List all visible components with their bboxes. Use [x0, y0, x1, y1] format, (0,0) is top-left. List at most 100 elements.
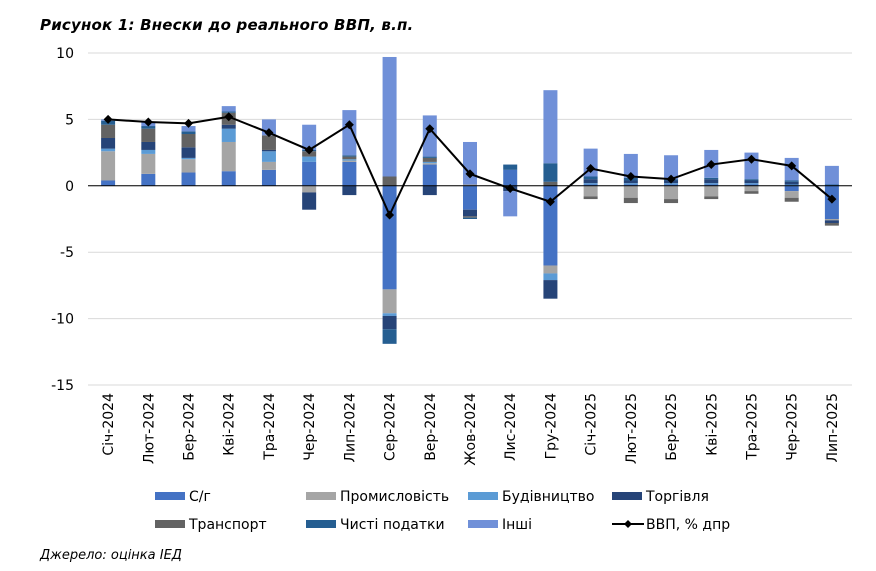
- legend-swatch: [468, 492, 498, 500]
- gdp-point: [827, 194, 837, 204]
- bar-segment: [463, 216, 477, 218]
- bar-segment: [463, 217, 477, 219]
- gdp-point: [143, 117, 153, 127]
- x-tick-label: Лют-2024: [141, 393, 157, 464]
- gdp-point: [626, 172, 636, 182]
- bar-segment: [221, 111, 236, 113]
- x-tick-label: Сер-2024: [383, 393, 399, 461]
- bar-segment: [543, 265, 558, 274]
- bar-segment: [503, 164, 518, 170]
- bar-segment: [543, 185, 558, 266]
- bar-segment: [824, 220, 839, 223]
- bar-segment: [342, 160, 357, 162]
- bar-segment: [463, 185, 477, 210]
- gdp-point: [787, 161, 797, 171]
- gdp-point: [425, 124, 435, 134]
- bar-segment: [422, 156, 437, 158]
- x-tick-label: Тра-2025: [744, 393, 760, 461]
- x-tick-label: Чер-2025: [785, 393, 801, 461]
- gdp-point: [586, 164, 596, 174]
- legend-swatch: [468, 520, 498, 528]
- y-tick-label: -5: [60, 245, 74, 261]
- x-tick-label: Чер-2024: [302, 393, 318, 461]
- bar-segment: [824, 219, 839, 221]
- legend-label: С/г: [189, 489, 211, 505]
- bar-segment: [141, 128, 156, 142]
- bar-segment: [422, 185, 437, 196]
- bar-segment: [382, 315, 397, 330]
- bar-segment: [463, 184, 477, 186]
- bar-segment: [503, 191, 518, 217]
- bar-segment: [342, 156, 357, 160]
- bar-segment: [221, 128, 236, 142]
- bar-segment: [664, 155, 679, 180]
- gdp-point: [344, 120, 354, 130]
- bar-segment: [302, 156, 317, 162]
- bar-segment: [623, 184, 638, 186]
- bar-segment: [422, 157, 437, 162]
- gdp-point: [505, 183, 515, 193]
- bar-segment: [261, 149, 276, 152]
- bar-segment: [101, 124, 116, 138]
- legend-label: Будівництво: [502, 489, 594, 505]
- legend-label: Інші: [502, 517, 532, 533]
- bar-segment: [221, 106, 236, 112]
- x-tick-label: Лип-2024: [342, 393, 358, 463]
- legend-item: Транспорт: [155, 517, 267, 533]
- x-tick-label: Жов-2024: [463, 393, 479, 466]
- bar-segment: [784, 181, 799, 185]
- bar-segment: [382, 56, 397, 177]
- bar-segment: [101, 151, 116, 181]
- bar-segment: [784, 185, 799, 192]
- legend-swatch: [155, 520, 185, 528]
- bar-segment: [744, 183, 759, 185]
- legend-item: ВВП, % дпр: [612, 517, 730, 533]
- bar-segment: [221, 171, 236, 186]
- bar-segment: [744, 184, 759, 186]
- legend-label: ВВП, % дпр: [646, 517, 730, 533]
- bar-segment: [422, 163, 437, 165]
- legend-item: Промисловість: [306, 489, 449, 505]
- bar-segment: [583, 176, 598, 180]
- bar-segment: [784, 197, 799, 202]
- legend-label: Чисті податки: [340, 517, 445, 533]
- gdp-point: [184, 118, 194, 128]
- bar-segment: [583, 179, 598, 184]
- bar-segment: [704, 177, 719, 180]
- bar-segment: [503, 169, 518, 186]
- gdp-point: [666, 174, 676, 184]
- bar-segment: [744, 185, 759, 192]
- bar-segment: [141, 153, 156, 174]
- gdp-line: [103, 112, 837, 220]
- bar-segment: [422, 164, 437, 186]
- bar-segment: [342, 110, 357, 156]
- legend-swatch: [306, 492, 336, 500]
- gdp-point: [304, 145, 314, 155]
- x-tick-label: Лис-2024: [503, 393, 519, 461]
- legend-item: Торгівля: [612, 489, 709, 505]
- legend-swatch: [155, 492, 185, 500]
- y-tick-label: -15: [51, 378, 74, 394]
- gdp-point: [385, 210, 395, 220]
- legend-label: Торгівля: [645, 489, 709, 505]
- legend-label: Транспорт: [188, 517, 267, 533]
- bar-segment: [583, 196, 598, 200]
- legend-item: С/г: [155, 489, 211, 505]
- x-tick-label: Кві-2024: [222, 393, 238, 456]
- legend-item: Інші: [468, 517, 532, 533]
- bar-segment: [261, 135, 276, 150]
- bar-segment: [342, 185, 357, 196]
- legend: С/г Промисловість Будівництво Торгівля Транс…: [155, 489, 730, 533]
- bar-segment: [784, 184, 799, 186]
- x-tick-label: Бер-2025: [664, 393, 680, 461]
- bar-segment: [181, 172, 196, 186]
- gdp-point: [224, 112, 234, 122]
- x-tick-label: Січ-2025: [584, 393, 600, 456]
- y-axis: 10 5 0 -5 -10 -15: [51, 46, 74, 394]
- bar-segment: [181, 157, 196, 160]
- bar-segment: [623, 180, 638, 184]
- bar-segment: [704, 179, 719, 184]
- legend-marker: [624, 520, 632, 528]
- legend-swatch: [612, 492, 642, 500]
